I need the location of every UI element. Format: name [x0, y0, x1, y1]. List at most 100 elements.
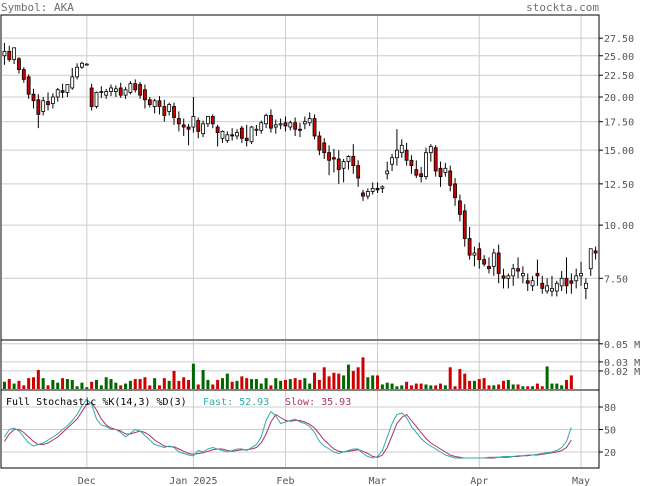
volume-bar	[385, 382, 389, 389]
candle-body	[317, 135, 322, 151]
candlestick	[293, 117, 298, 136]
candlestick	[36, 94, 41, 129]
candle-body	[380, 186, 385, 189]
candlestick	[414, 160, 419, 179]
candle-body	[26, 76, 31, 95]
volume-bar	[366, 377, 370, 389]
candlestick	[390, 153, 394, 172]
candlestick	[327, 145, 331, 176]
volume-bar	[409, 385, 413, 389]
candlestick	[298, 122, 302, 138]
price-panel-border	[0, 14, 600, 341]
candle-body	[472, 252, 477, 256]
candle-body	[31, 93, 36, 102]
volume-bar	[342, 375, 346, 389]
candle-body	[70, 76, 75, 89]
candle-body	[569, 280, 574, 284]
volume-bar	[322, 367, 326, 389]
volume-bar	[439, 383, 443, 389]
candlestick	[579, 261, 583, 286]
candle-body	[322, 142, 327, 154]
volume-bar	[90, 381, 94, 389]
candlestick	[220, 130, 225, 143]
candlestick	[210, 114, 215, 129]
candle-body	[550, 288, 554, 292]
volume-bar	[94, 379, 98, 389]
stochastic-tick-label: 50	[604, 426, 616, 437]
volume-bar	[458, 369, 462, 389]
candlestick	[288, 120, 293, 131]
candlestick	[511, 264, 516, 286]
volume-bar	[7, 379, 11, 389]
volume-bar	[75, 386, 79, 389]
candlestick	[525, 273, 530, 292]
candle-body	[17, 58, 21, 70]
candlestick	[123, 87, 128, 99]
candle-body	[278, 123, 283, 126]
candle-body	[235, 132, 239, 137]
candle-body	[356, 165, 361, 179]
candlestick	[487, 257, 491, 274]
candle-body	[487, 265, 491, 270]
candlestick	[12, 47, 17, 65]
candlestick	[341, 159, 346, 183]
slow-stochastic-line	[3, 401, 572, 459]
volume-bar	[250, 379, 254, 389]
candle-body	[336, 158, 341, 171]
volume-bar	[477, 379, 481, 389]
volume-bar	[453, 386, 457, 389]
candle-body	[332, 157, 336, 160]
candle-body	[60, 90, 65, 93]
stochastic-grid	[2, 406, 598, 453]
volume-bar	[516, 384, 520, 389]
candle-body	[341, 161, 346, 169]
candle-body	[419, 173, 424, 178]
candlestick	[453, 178, 457, 206]
volume-bar	[472, 380, 476, 389]
candlestick	[477, 242, 482, 269]
candlestick	[496, 244, 501, 284]
candle-body	[210, 116, 215, 125]
candlestick	[433, 145, 438, 177]
candle-body	[579, 273, 583, 277]
candlestick	[438, 161, 443, 187]
volume-bar	[448, 367, 452, 389]
volume-bar	[346, 364, 350, 389]
candlestick	[419, 166, 424, 183]
candlestick	[133, 79, 138, 93]
candlestick	[545, 278, 550, 294]
price-tick-label: 15.00	[604, 146, 634, 157]
stochastic-tick-label: 20	[604, 448, 616, 459]
volume-bar	[245, 378, 249, 389]
stochastic-slow-label: Slow: 35.93	[285, 397, 351, 408]
candle-body	[448, 170, 453, 186]
x-axis-label: Feb	[276, 476, 294, 486]
candlestick	[516, 257, 520, 279]
x-axis-label: Dec	[78, 476, 96, 486]
volume-bar	[293, 378, 297, 389]
volume-bar	[279, 380, 283, 389]
candle-body	[7, 50, 12, 60]
x-axis-labels: Dec Jan 2025 Feb Mar Apr May	[78, 476, 590, 486]
volume-bar	[133, 379, 137, 389]
candle-body	[94, 92, 99, 107]
x-axis-label: Apr	[470, 476, 488, 486]
volume-bar	[332, 372, 336, 389]
candle-body	[239, 127, 244, 139]
candlestick	[26, 74, 31, 99]
volume-bar	[434, 385, 438, 389]
volume-bar	[124, 383, 128, 389]
candlestick	[428, 144, 433, 162]
volume-bar	[12, 383, 16, 389]
volume-bar	[463, 373, 467, 389]
volume-bar	[211, 384, 215, 389]
candlestick	[162, 99, 167, 122]
x-axis-label: Mar	[368, 476, 386, 486]
candle-body	[264, 115, 268, 125]
volume-bar	[36, 370, 40, 389]
candlestick	[2, 42, 7, 65]
candlestick	[118, 82, 123, 98]
candlestick	[443, 162, 448, 177]
volume-bar	[138, 379, 142, 389]
candlestick	[370, 182, 375, 195]
